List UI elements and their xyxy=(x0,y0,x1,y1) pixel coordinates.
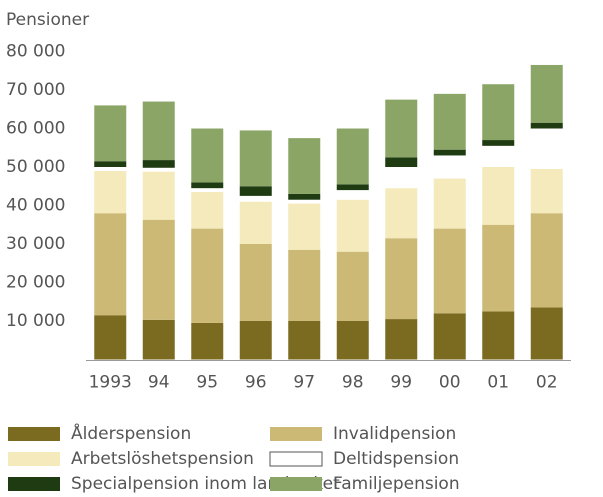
bar-segment xyxy=(288,138,321,194)
x-tick-label: 98 xyxy=(342,373,364,393)
bar-segment xyxy=(94,167,127,171)
legend-swatch xyxy=(270,427,322,441)
bar-segment xyxy=(482,84,515,141)
bar-segment xyxy=(482,311,515,360)
bar-segment xyxy=(433,178,466,229)
x-tick-label: 95 xyxy=(196,373,218,393)
y-tick-label: 50 000 xyxy=(6,157,65,177)
legend-swatch xyxy=(8,427,60,441)
x-tick-label: 97 xyxy=(293,373,315,393)
y-tick-label: 40 000 xyxy=(6,196,65,216)
y-tick-label: 80 000 xyxy=(6,42,65,62)
bar-segment xyxy=(239,244,272,321)
legend-swatch xyxy=(269,451,323,467)
y-tick-label: 20 000 xyxy=(6,273,65,293)
bar-segment xyxy=(288,321,321,360)
bar-segment xyxy=(239,195,272,202)
bar-segment xyxy=(433,313,466,360)
bar-segment xyxy=(433,93,466,150)
bar-segment xyxy=(239,186,272,196)
x-tick-label: 99 xyxy=(390,373,412,393)
bar-segment xyxy=(239,130,272,187)
bar-segment xyxy=(482,145,515,167)
bar-segment xyxy=(142,319,175,360)
bar-segment xyxy=(142,219,175,320)
x-tick-label: 94 xyxy=(148,373,170,393)
legend-swatch xyxy=(270,477,322,491)
y-tick-label: 70 000 xyxy=(6,80,65,100)
bar-segment xyxy=(142,160,175,168)
bar-segment xyxy=(336,184,369,191)
bar-segment xyxy=(385,157,418,167)
legend-swatch xyxy=(8,477,60,491)
bar-segment xyxy=(191,182,224,189)
x-tick-label: 00 xyxy=(439,373,461,393)
x-tick-label: 96 xyxy=(245,373,267,393)
bar-segment xyxy=(94,105,127,162)
bar-segment xyxy=(191,192,224,229)
bar-segment xyxy=(239,201,272,244)
x-tick-label: 01 xyxy=(487,373,509,393)
bar-segment xyxy=(336,128,369,185)
bar-segment xyxy=(336,199,369,252)
bar-segment xyxy=(191,188,224,193)
bar-segment xyxy=(433,228,466,314)
legend-label: Deltidspension xyxy=(333,449,459,469)
bar-segment xyxy=(288,193,321,200)
bar-segment xyxy=(288,249,321,321)
bar-segment xyxy=(336,190,369,200)
y-tick-label: 10 000 xyxy=(6,311,65,331)
bar-segment xyxy=(530,122,563,129)
bar-segment xyxy=(142,171,175,220)
bar-segment xyxy=(530,213,563,308)
bar-segment xyxy=(530,307,563,360)
bar-segment xyxy=(336,251,369,321)
bar-segment xyxy=(239,321,272,360)
bar-segment xyxy=(142,101,175,161)
legend-swatch xyxy=(8,452,60,466)
bar-segment xyxy=(191,228,224,323)
legend-label: Ålderspension xyxy=(71,422,191,444)
bar-segment xyxy=(385,99,418,158)
bar-segment xyxy=(336,321,369,360)
x-tick-label: 02 xyxy=(536,373,558,393)
bar-segment xyxy=(94,170,127,214)
bar-segment xyxy=(94,213,127,316)
bar-segment xyxy=(385,188,418,239)
bar-segment xyxy=(482,167,515,225)
bar-segment xyxy=(482,224,515,312)
bar-segment xyxy=(288,203,321,250)
bar-segment xyxy=(191,322,224,360)
bar-segment xyxy=(94,161,127,167)
bar-segment xyxy=(530,64,563,123)
chart-title: Pensioner xyxy=(6,10,89,30)
y-tick-label: 30 000 xyxy=(6,234,65,254)
bar-segment xyxy=(142,167,175,172)
bar-segment xyxy=(94,315,127,360)
bar-segment xyxy=(288,199,321,204)
bar-segment xyxy=(530,168,563,214)
y-tick-label: 60 000 xyxy=(6,119,65,139)
bar-segment xyxy=(385,319,418,360)
bar-segment xyxy=(385,167,418,189)
x-tick-label: 1993 xyxy=(89,373,132,393)
bar-segment xyxy=(433,149,466,156)
bar-segment xyxy=(385,238,418,320)
bar-segment xyxy=(433,155,466,179)
bar-segment xyxy=(482,140,515,146)
legend-label: Arbetslöshetspension xyxy=(71,449,254,469)
legend-label: Invalidpension xyxy=(333,424,456,444)
bar-segment xyxy=(530,128,563,169)
bar-segment xyxy=(191,128,224,183)
legend-label: Familjepension xyxy=(333,474,460,494)
